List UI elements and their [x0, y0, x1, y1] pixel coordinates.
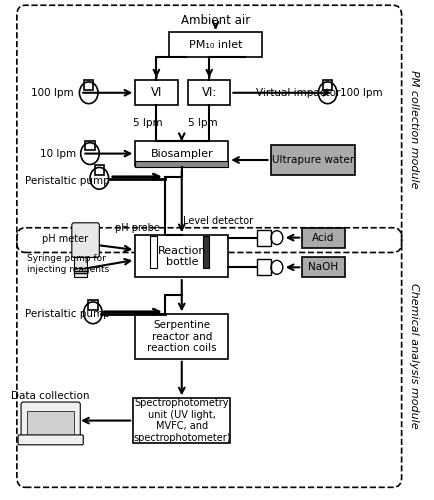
FancyBboxPatch shape	[169, 32, 262, 57]
Bar	[74, 258, 87, 277]
Text: pH meter: pH meter	[43, 234, 89, 243]
Text: Level detector: Level detector	[183, 216, 253, 226]
Text: 100 lpm: 100 lpm	[340, 88, 383, 98]
Bar	[150, 236, 157, 268]
Bar	[27, 410, 74, 436]
Bar	[135, 161, 228, 168]
FancyBboxPatch shape	[18, 435, 83, 445]
Bar	[88, 300, 98, 310]
Text: Biosampler: Biosampler	[151, 148, 213, 158]
Text: Ultrapure water: Ultrapure water	[272, 155, 354, 165]
Text: Ambient air: Ambient air	[181, 14, 250, 26]
Text: 100 lpm: 100 lpm	[31, 88, 74, 98]
Bar	[84, 80, 93, 90]
Text: pH probe: pH probe	[115, 223, 160, 233]
Text: Peristaltic pump: Peristaltic pump	[25, 310, 110, 320]
Text: PM collection module: PM collection module	[409, 70, 419, 188]
FancyBboxPatch shape	[135, 236, 228, 278]
Text: Syringe pump for
injecting reagents: Syringe pump for injecting reagents	[27, 254, 110, 274]
Text: Chemical analysis module: Chemical analysis module	[409, 284, 419, 429]
FancyBboxPatch shape	[135, 141, 228, 166]
FancyBboxPatch shape	[302, 228, 345, 248]
Text: Peristaltic pump: Peristaltic pump	[25, 176, 110, 186]
Bar	[203, 236, 209, 268]
Text: Acid: Acid	[312, 232, 335, 242]
FancyBboxPatch shape	[188, 80, 230, 105]
Bar	[257, 260, 271, 275]
Bar	[323, 80, 332, 90]
FancyBboxPatch shape	[270, 144, 355, 176]
Text: 5 lpm: 5 lpm	[188, 118, 218, 128]
Text: NaOH: NaOH	[308, 262, 339, 272]
FancyBboxPatch shape	[72, 223, 99, 258]
Text: Data collection: Data collection	[11, 391, 90, 401]
Text: 10 lpm: 10 lpm	[40, 148, 76, 158]
Text: VI:: VI:	[201, 86, 217, 100]
Text: Serpentine
reactor and
reaction coils: Serpentine reactor and reaction coils	[147, 320, 217, 353]
Text: Spectrophotometry
unit (UV light,
MVFC, and
spectrophotometer): Spectrophotometry unit (UV light, MVFC, …	[133, 398, 230, 443]
FancyBboxPatch shape	[302, 258, 345, 277]
Bar	[85, 140, 95, 150]
Bar	[95, 166, 104, 175]
Text: Virtual impactor: Virtual impactor	[256, 88, 340, 98]
Text: 5 lpm: 5 lpm	[133, 118, 163, 128]
FancyBboxPatch shape	[135, 80, 178, 105]
Text: Reaction
bottle: Reaction bottle	[158, 246, 206, 267]
Bar	[257, 230, 271, 246]
Text: PM₁₀ inlet: PM₁₀ inlet	[189, 40, 242, 50]
FancyBboxPatch shape	[135, 314, 228, 359]
FancyBboxPatch shape	[21, 402, 80, 440]
Text: VI: VI	[151, 86, 162, 100]
FancyBboxPatch shape	[133, 398, 230, 443]
